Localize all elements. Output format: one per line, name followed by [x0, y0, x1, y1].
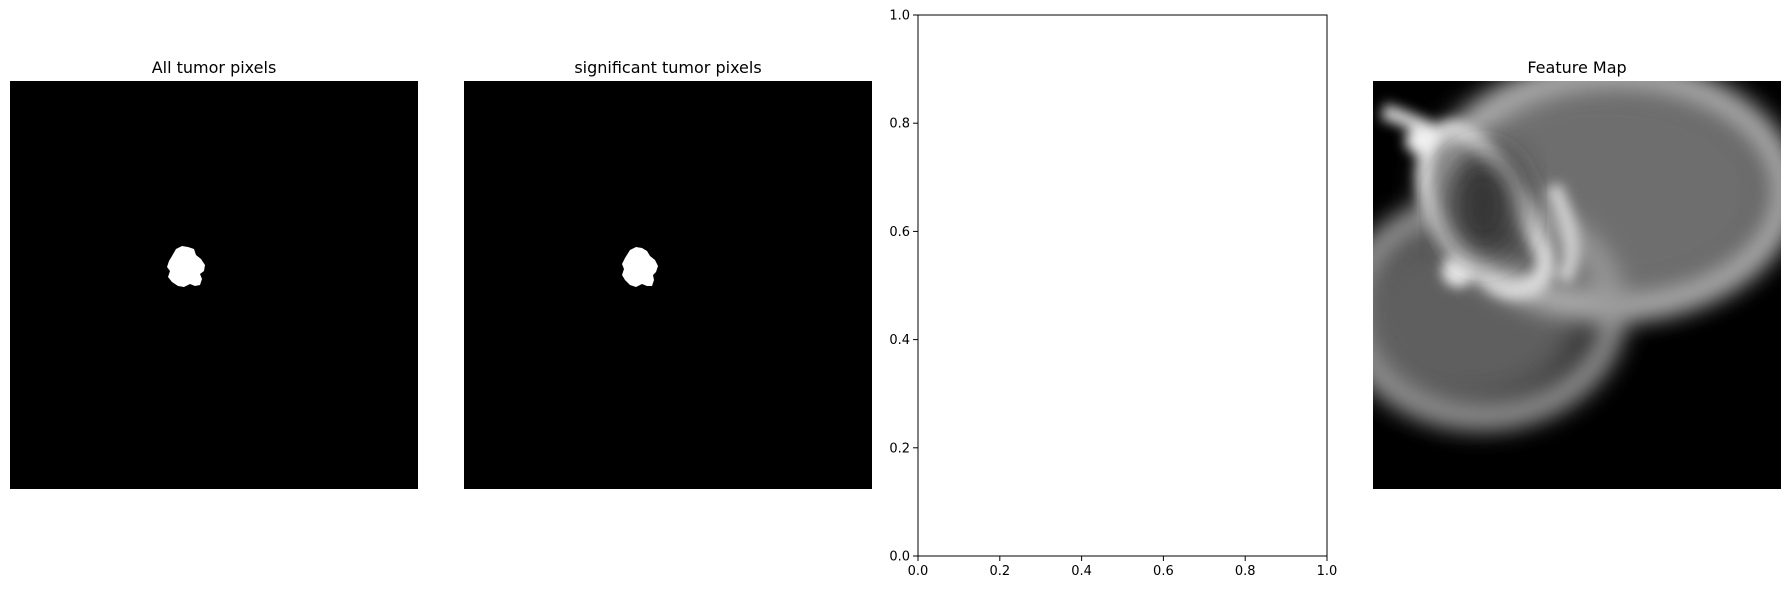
axes-frame — [917, 14, 1328, 557]
x-tick-label: 0.6 — [1153, 564, 1174, 579]
feature-map-svg — [1373, 81, 1781, 489]
tumor-mask-svg — [167, 246, 205, 287]
feature-map-image — [1373, 81, 1781, 489]
tumor-mask-image — [10, 81, 418, 489]
x-tick-label: 0.4 — [1071, 564, 1092, 579]
significant-mask-image — [464, 81, 872, 489]
x-tick-label: 0.0 — [908, 564, 929, 579]
y-tick-label: 0.4 — [889, 333, 910, 348]
x-tick-label: 1.0 — [1317, 564, 1338, 579]
panel-title: significant tumor pixels — [574, 58, 762, 77]
y-axis-ticks: 0.0 0.2 0.4 0.6 0.8 1.0 — [889, 9, 918, 565]
significant-blob — [622, 247, 658, 287]
y-tick-label: 0.0 — [889, 550, 910, 565]
x-tick-label: 0.8 — [1235, 564, 1256, 579]
x-tick-label: 0.2 — [989, 564, 1010, 579]
significant-mask-svg — [622, 247, 658, 287]
panel-title: All tumor pixels — [151, 58, 277, 77]
tumor-blob — [167, 246, 205, 287]
x-axis-ticks: 0.0 0.2 0.4 0.6 0.8 1.0 — [908, 556, 1338, 579]
empty-axes-chart: 0.0 0.2 0.4 0.6 0.8 1.0 0.0 0.2 0.4 0.6 0.8 1.0 — [889, 9, 1338, 580]
y-tick-label: 0.6 — [889, 225, 910, 240]
panel-title: Feature Map — [1527, 58, 1627, 77]
y-tick-label: 0.2 — [889, 441, 910, 456]
y-tick-label: 1.0 — [889, 9, 910, 24]
y-tick-label: 0.8 — [889, 117, 910, 132]
